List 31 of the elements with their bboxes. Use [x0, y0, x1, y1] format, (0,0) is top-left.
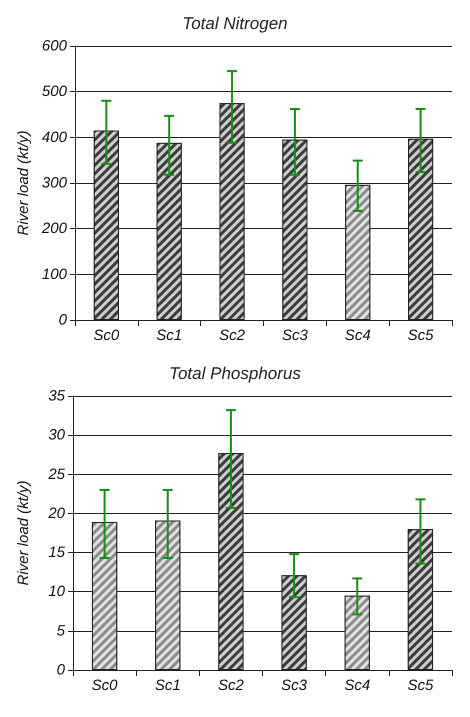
y-tick-label: 15	[48, 544, 66, 562]
x-tick-label: Sc2	[219, 327, 246, 344]
chart-title: Total Phosphorus	[169, 364, 302, 383]
x-tick-label: Sc0	[93, 327, 120, 344]
y-tick-label: 25	[47, 466, 66, 483]
y-tick-label: 300	[42, 174, 68, 192]
y-tick-label: 20	[47, 504, 66, 522]
x-tick-label: Sc0	[92, 677, 118, 694]
y-tick-label: 0	[56, 662, 66, 678]
y-axis-title: River load (kt/y)	[15, 480, 32, 586]
y-tick-label: 10	[48, 583, 66, 600]
x-tick-label: Sc2	[218, 677, 244, 694]
x-tick-label: Sc1	[154, 677, 181, 694]
y-tick-label: 0	[58, 312, 68, 328]
y-tick-label: 500	[42, 83, 68, 100]
x-tick-label: Sc5	[407, 677, 434, 694]
x-tick-label: Sc1	[156, 327, 182, 344]
y-tick-label: 5	[56, 622, 66, 640]
y-axis-title: River load (kt/y)	[15, 130, 32, 236]
y-tick-label: 30	[48, 426, 66, 444]
x-tick-label: Sc3	[281, 677, 308, 694]
y-tick-label: 100	[42, 266, 68, 283]
y-tick-label: 600	[42, 38, 68, 54]
y-tick-label: 200	[40, 220, 68, 238]
x-tick-label: Sc3	[282, 327, 308, 344]
y-tick-label: 35	[48, 388, 66, 404]
chart-title: Total Nitrogen	[182, 14, 288, 33]
x-tick-label: Sc4	[344, 677, 370, 694]
x-tick-label: Sc4	[344, 327, 371, 344]
y-tick-label: 400	[42, 128, 68, 146]
x-tick-label: Sc5	[408, 327, 434, 344]
